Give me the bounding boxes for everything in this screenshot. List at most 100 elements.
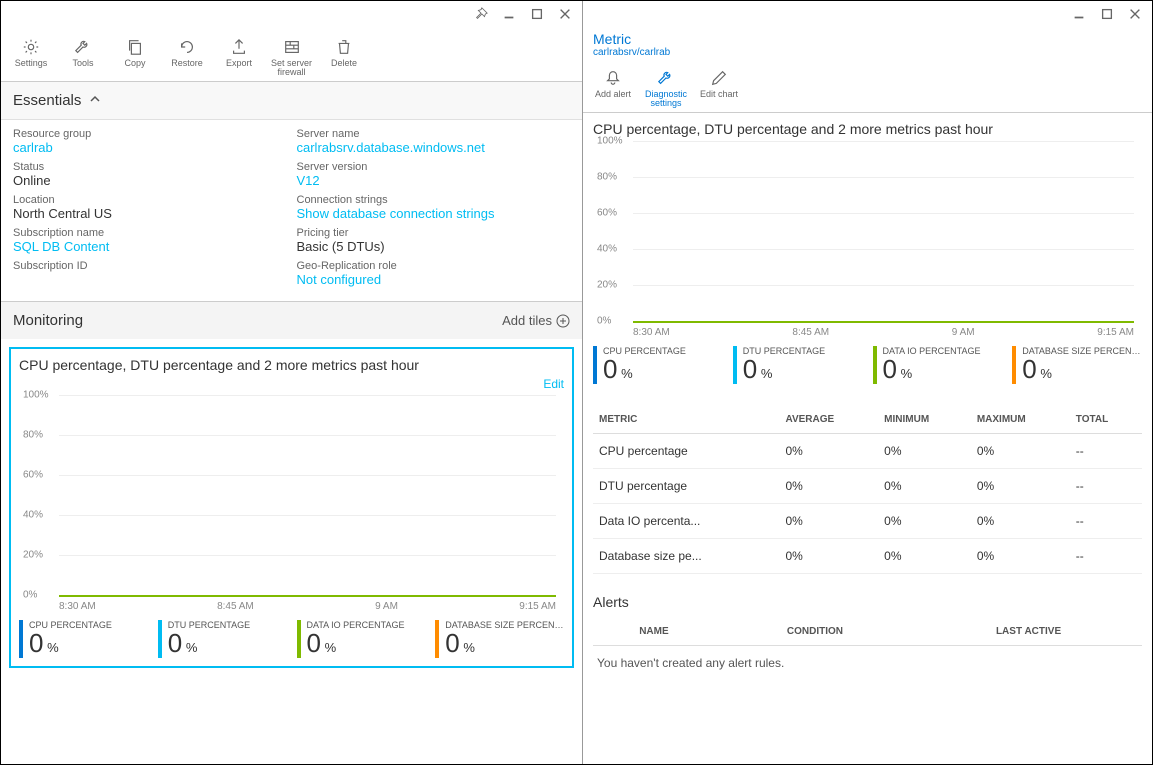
add-tiles-button[interactable]: Add tiles bbox=[502, 313, 570, 328]
essentials-value[interactable]: carlrabsrv.database.windows.net bbox=[297, 140, 571, 155]
gridline bbox=[59, 515, 556, 516]
toolbar-export[interactable]: Export bbox=[219, 37, 259, 77]
essentials-value[interactable]: Not configured bbox=[297, 272, 571, 287]
table-cell: 0% bbox=[971, 539, 1070, 574]
right-panel: Metric carlrabsrv/carlrab Add alert Diagn… bbox=[583, 1, 1152, 764]
table-cell: 0% bbox=[878, 539, 971, 574]
toolbar-label: Restore bbox=[171, 59, 203, 68]
essentials-value: Basic (5 DTUs) bbox=[297, 239, 571, 254]
toolbar-edit-chart[interactable]: Edit chart bbox=[699, 68, 739, 108]
essentials-row: Subscription ID bbox=[13, 260, 287, 272]
minimize-icon[interactable] bbox=[1070, 5, 1088, 23]
gridline bbox=[633, 213, 1134, 214]
legend-unit: % bbox=[186, 640, 198, 655]
minimize-icon[interactable] bbox=[500, 5, 518, 23]
table-cell: -- bbox=[1070, 469, 1142, 504]
legend-unit: % bbox=[1040, 366, 1052, 381]
bell-icon bbox=[603, 68, 623, 88]
table-row[interactable]: DTU percentage0%0%0%-- bbox=[593, 469, 1142, 504]
x-tick-label: 9:15 AM bbox=[1097, 327, 1134, 338]
table-row[interactable]: CPU percentage0%0%0%-- bbox=[593, 434, 1142, 469]
toolbar-right: Add alert Diagnosticsettings Edit chart bbox=[583, 58, 1152, 113]
toolbar-delete[interactable]: Delete bbox=[324, 37, 364, 77]
restore-icon bbox=[177, 37, 197, 57]
toolbar-add-alert[interactable]: Add alert bbox=[593, 68, 633, 108]
essentials-value[interactable]: Show database connection strings bbox=[297, 206, 571, 221]
table-cell: DTU percentage bbox=[593, 469, 779, 504]
metrics-table: METRICAVERAGEMINIMUMMAXIMUMTOTAL CPU per… bbox=[593, 406, 1142, 574]
toolbar-copy[interactable]: Copy bbox=[115, 37, 155, 77]
toolbar-diagnostic-settings[interactable]: Diagnosticsettings bbox=[645, 68, 687, 108]
essentials-value[interactable]: SQL DB Content bbox=[13, 239, 287, 254]
alerts-section: Alerts NAMECONDITIONLAST ACTIVE You have… bbox=[593, 594, 1142, 680]
legend-right: CPU PERCENTAGE0 %DTU PERCENTAGE0 %DATA I… bbox=[593, 346, 1142, 384]
firewall-icon bbox=[282, 37, 302, 57]
right-panel-header: Metric carlrabsrv/carlrab bbox=[583, 27, 1152, 58]
essentials-label: Subscription ID bbox=[13, 260, 287, 272]
legend-item: DTU PERCENTAGE0 % bbox=[158, 620, 287, 658]
x-tick-label: 9:15 AM bbox=[519, 601, 556, 612]
legend-left: CPU PERCENTAGE0 %DTU PERCENTAGE0 %DATA I… bbox=[19, 620, 564, 658]
y-tick-label: 80% bbox=[597, 172, 617, 183]
essentials-label: Server name bbox=[297, 128, 571, 140]
legend-color-bar bbox=[435, 620, 439, 658]
y-tick-label: 20% bbox=[23, 550, 43, 561]
legend-unit: % bbox=[901, 366, 913, 381]
legend-item: CPU PERCENTAGE0 % bbox=[593, 346, 723, 384]
pencil-icon bbox=[709, 68, 729, 88]
essentials-row: Subscription nameSQL DB Content bbox=[13, 227, 287, 254]
chart-title-right: CPU percentage, DTU percentage and 2 mor… bbox=[593, 121, 1142, 137]
gridline bbox=[59, 555, 556, 556]
table-cell: -- bbox=[1070, 434, 1142, 469]
pin-icon[interactable] bbox=[472, 5, 490, 23]
table-row[interactable]: Database size pe...0%0%0%-- bbox=[593, 539, 1142, 574]
left-panel: Settings Tools Copy Restore Export Set server… bbox=[1, 1, 583, 764]
close-icon[interactable] bbox=[556, 5, 574, 23]
legend-color-bar bbox=[19, 620, 23, 658]
legend-value: 0 bbox=[168, 628, 182, 658]
chevron-up-icon[interactable] bbox=[89, 93, 101, 108]
maximize-icon[interactable] bbox=[528, 5, 546, 23]
essentials-label: Location bbox=[13, 194, 287, 206]
legend-value: 0 bbox=[29, 628, 43, 658]
legend-value: 0 bbox=[307, 628, 321, 658]
table-cell: -- bbox=[1070, 539, 1142, 574]
chart-area-left: 100%80%60%40%20%0% bbox=[19, 395, 564, 595]
monitoring-chart-tile[interactable]: CPU percentage, DTU percentage and 2 mor… bbox=[9, 347, 574, 668]
essentials-row: StatusOnline bbox=[13, 161, 287, 188]
essentials-value[interactable]: carlrab bbox=[13, 140, 287, 155]
essentials-label: Geo-Replication role bbox=[297, 260, 571, 272]
toolbar-restore[interactable]: Restore bbox=[167, 37, 207, 77]
toolbar-label: Settings bbox=[15, 59, 48, 68]
essentials-label: Status bbox=[13, 161, 287, 173]
legend-color-bar bbox=[158, 620, 162, 658]
gridline bbox=[633, 141, 1134, 142]
trash-icon bbox=[334, 37, 354, 57]
toolbar-tools[interactable]: Tools bbox=[63, 37, 103, 77]
essentials-row: Server versionV12 bbox=[297, 161, 571, 188]
table-cell: 0% bbox=[878, 434, 971, 469]
essentials-value[interactable]: V12 bbox=[297, 173, 571, 188]
maximize-icon[interactable] bbox=[1098, 5, 1116, 23]
legend-value: 0 bbox=[603, 354, 617, 384]
essentials-header[interactable]: Essentials bbox=[1, 82, 582, 120]
table-header: AVERAGE bbox=[779, 406, 878, 434]
toolbar-set-server-firewall[interactable]: Set serverfirewall bbox=[271, 37, 312, 77]
essentials-row: LocationNorth Central US bbox=[13, 194, 287, 221]
y-tick-label: 20% bbox=[597, 280, 617, 291]
x-axis-left: 8:30 AM8:45 AM9 AM9:15 AM bbox=[59, 601, 556, 612]
close-icon[interactable] bbox=[1126, 5, 1144, 23]
metric-title: Metric bbox=[593, 31, 1142, 47]
copy-icon bbox=[125, 37, 145, 57]
legend-color-bar bbox=[593, 346, 597, 384]
table-cell: -- bbox=[1070, 504, 1142, 539]
toolbar-settings[interactable]: Settings bbox=[11, 37, 51, 77]
table-row[interactable]: Data IO percenta...0%0%0%-- bbox=[593, 504, 1142, 539]
x-tick-label: 9 AM bbox=[952, 327, 975, 338]
add-tiles-label: Add tiles bbox=[502, 313, 552, 328]
metric-subtitle: carlrabsrv/carlrab bbox=[593, 47, 1142, 58]
x-tick-label: 8:30 AM bbox=[59, 601, 96, 612]
data-line bbox=[59, 595, 556, 597]
edit-chart-link[interactable]: Edit bbox=[19, 377, 564, 391]
essentials-row: Server namecarlrabsrv.database.windows.n… bbox=[297, 128, 571, 155]
